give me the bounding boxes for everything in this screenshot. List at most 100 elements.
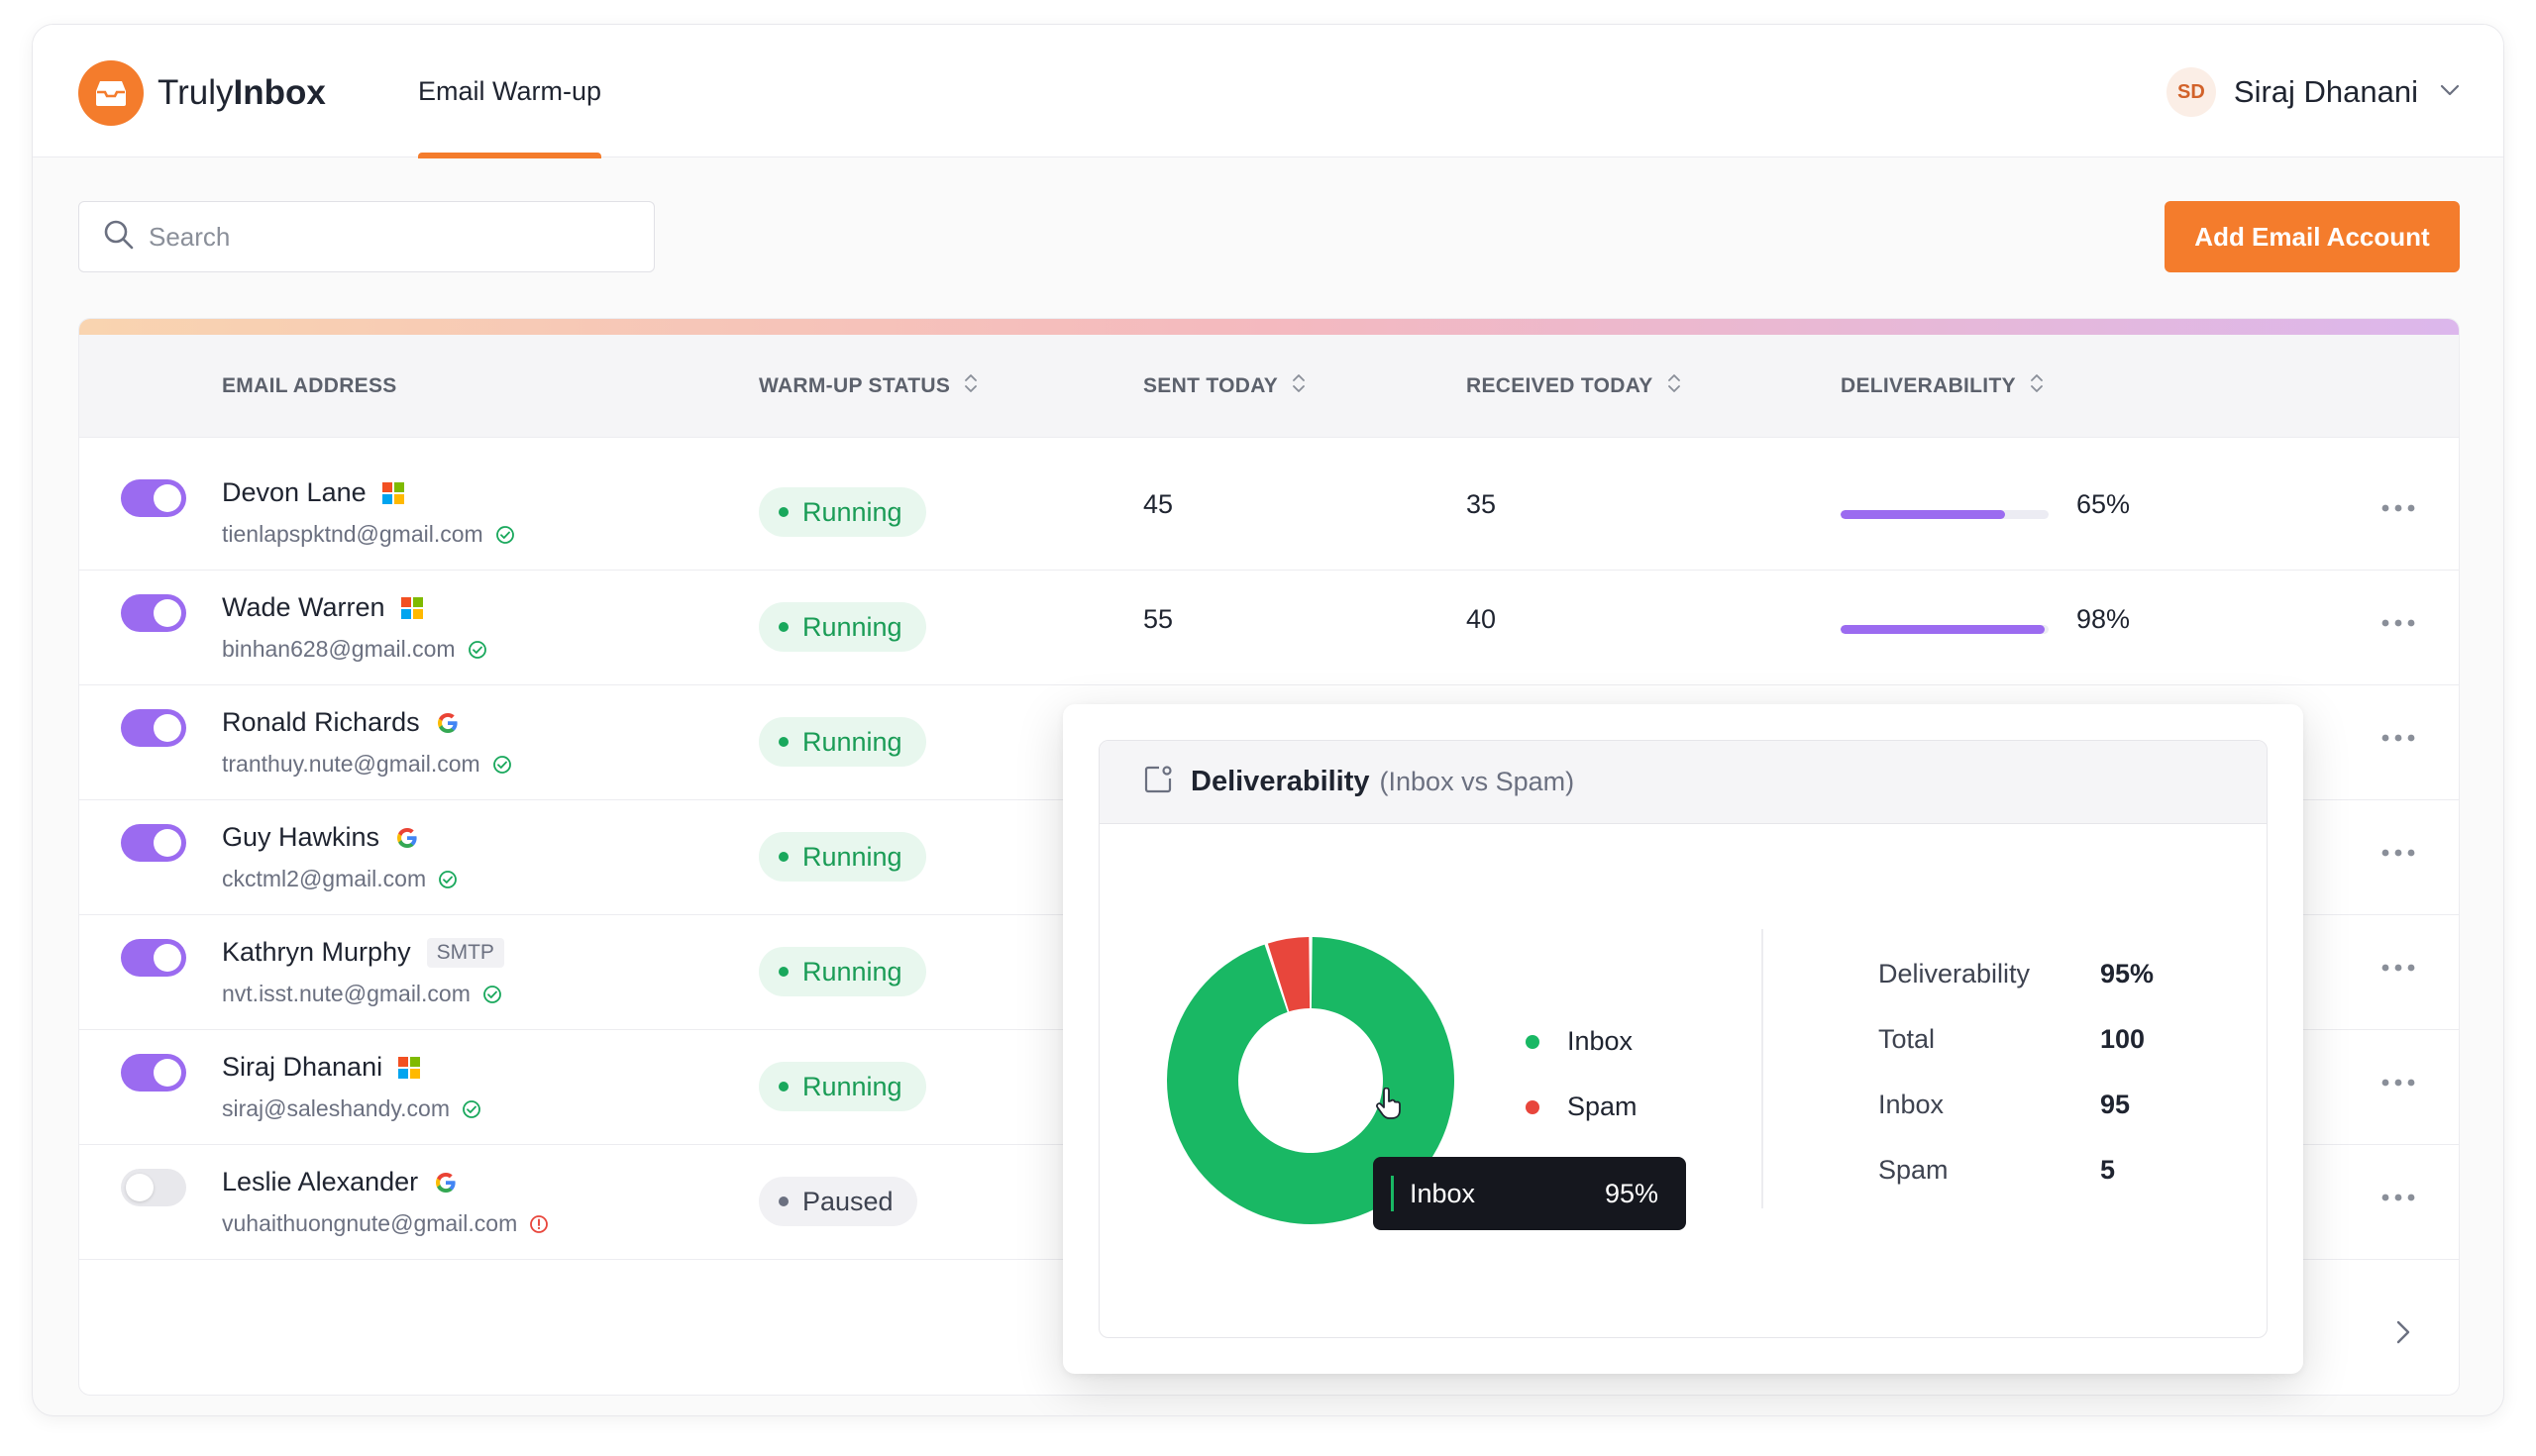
account-name: Devon Lane	[222, 477, 404, 508]
status-text: Running	[802, 956, 902, 987]
top-bar: TrulyInbox Email Warm-up SD Siraj Dhanan…	[33, 25, 2503, 158]
status-dot	[779, 1196, 789, 1206]
account-name-text: Guy Hawkins	[222, 822, 380, 852]
status-badge: Running	[759, 1062, 926, 1111]
verified-check-icon	[492, 755, 512, 775]
legend-item-inbox: Inbox	[1526, 1026, 1633, 1057]
legend-dot	[1526, 1099, 1539, 1114]
google-icon	[436, 711, 460, 735]
verified-check-icon	[468, 640, 487, 660]
account-email: tienlapspktnd@gmail.com	[222, 521, 515, 548]
status-badge: Running	[759, 602, 926, 652]
more-options-icon[interactable]	[2381, 614, 2415, 632]
status-text: Running	[802, 726, 902, 757]
status-badge: Running	[759, 947, 926, 996]
column-header-warmup-status[interactable]: WARM-UP STATUS	[759, 335, 978, 438]
status-badge: Running	[759, 832, 926, 882]
more-options-icon[interactable]	[2381, 844, 2415, 862]
account-name-text: Siraj Dhanani	[222, 1052, 383, 1082]
google-icon	[395, 826, 419, 850]
tooltip-color-bar	[1391, 1176, 1394, 1211]
sort-icon[interactable]	[2030, 372, 2044, 400]
account-name-text: Devon Lane	[222, 477, 367, 507]
chevron-down-icon[interactable]	[2440, 83, 2460, 101]
brand-logo[interactable]: TrulyInbox	[78, 60, 326, 126]
sort-icon[interactable]	[1667, 372, 1681, 400]
deliverability-card: Deliverability (Inbox vs Spam) Inbox Spa…	[1099, 740, 2268, 1338]
account-email-text: tranthuy.nute@gmail.com	[222, 751, 480, 777]
chart-icon	[1143, 765, 1173, 799]
account-email-text: siraj@saleshandy.com	[222, 1095, 451, 1121]
table-accent-strip	[79, 319, 2459, 335]
sent-today-value: 55	[1143, 604, 1174, 634]
search-icon	[103, 219, 135, 256]
add-email-account-button[interactable]: Add Email Account	[2165, 201, 2460, 272]
donut-slice-spam[interactable]	[1267, 937, 1311, 1012]
account-name-text: Ronald Richards	[222, 707, 420, 737]
account-name: Kathryn Murphy SMTP	[222, 937, 504, 968]
donut-slice-inbox[interactable]	[1167, 937, 1454, 1224]
warmup-toggle[interactable]	[121, 1169, 186, 1206]
status-dot	[779, 967, 789, 977]
user-name: Siraj Dhanani	[2233, 74, 2418, 109]
account-email-text: binhan628@gmail.com	[222, 636, 456, 662]
verified-check-icon	[438, 870, 458, 889]
account-email: vuhaithuongnute@gmail.com	[222, 1210, 549, 1237]
brand-name: TrulyInbox	[158, 73, 326, 112]
status-text: Running	[802, 611, 902, 642]
search-box[interactable]	[78, 201, 655, 272]
table-row: Devon Lane tienlapspktnd@gmail.com Running…	[79, 456, 2459, 571]
sent-today-value: 45	[1143, 489, 1174, 519]
microsoft-icon	[398, 1056, 421, 1079]
account-email-text: ckctml2@gmail.com	[222, 866, 427, 891]
more-options-icon[interactable]	[2381, 1074, 2415, 1092]
hand-cursor-icon	[1375, 1087, 1403, 1126]
account-email-text: nvt.isst.nute@gmail.com	[222, 981, 471, 1006]
received-today-value: 40	[1466, 604, 1497, 634]
legend-item-spam: Spam	[1526, 1092, 1638, 1122]
table-header: EMAIL ADDRESS WARM-UP STATUS SENT TODAY …	[79, 335, 2459, 438]
deliverability-bar	[1841, 510, 2049, 519]
more-options-icon[interactable]	[2381, 729, 2415, 747]
status-badge: Paused	[759, 1177, 917, 1226]
account-email-text: vuhaithuongnute@gmail.com	[222, 1210, 518, 1236]
column-header-deliverability[interactable]: DELIVERABILITY	[1841, 335, 2044, 438]
sort-icon[interactable]	[964, 372, 978, 400]
tab-email-warmup[interactable]: Email Warm-up	[418, 25, 602, 158]
divider	[1761, 929, 1763, 1208]
warmup-toggle[interactable]	[121, 479, 186, 517]
google-icon	[434, 1171, 458, 1195]
received-today-value: 35	[1466, 489, 1497, 519]
deliverability-donut-chart[interactable]	[1167, 937, 1454, 1224]
more-options-icon[interactable]	[2381, 499, 2415, 517]
account-name: Wade Warren	[222, 592, 423, 623]
search-input[interactable]	[149, 221, 604, 253]
user-menu[interactable]: SD Siraj Dhanani	[2166, 66, 2460, 118]
status-text: Paused	[802, 1186, 894, 1216]
next-page-icon[interactable]	[2395, 1319, 2411, 1350]
more-options-icon[interactable]	[2381, 959, 2415, 977]
avatar: SD	[2166, 67, 2216, 117]
account-name: Siraj Dhanani	[222, 1052, 421, 1083]
status-dot	[779, 737, 789, 747]
more-options-icon[interactable]	[2381, 1189, 2415, 1206]
warmup-toggle[interactable]	[121, 824, 186, 862]
verified-check-icon	[482, 985, 502, 1004]
deliverability-popup: Deliverability (Inbox vs Spam) Inbox Spa…	[1063, 704, 2303, 1374]
account-email: nvt.isst.nute@gmail.com	[222, 981, 502, 1007]
deliverability-bar-fill	[1841, 510, 2005, 519]
card-subtitle: (Inbox vs Spam)	[1379, 767, 1575, 796]
warmup-toggle[interactable]	[121, 709, 186, 747]
warmup-toggle[interactable]	[121, 594, 186, 632]
warning-icon[interactable]	[529, 1214, 549, 1234]
status-dot	[779, 1082, 789, 1092]
column-header-sent-today[interactable]: SENT TODAY	[1143, 335, 1306, 438]
tooltip-label: Inbox	[1410, 1178, 1476, 1208]
warmup-toggle[interactable]	[121, 1054, 186, 1092]
column-header-received-today[interactable]: RECEIVED TODAY	[1466, 335, 1681, 438]
account-email: tranthuy.nute@gmail.com	[222, 751, 512, 778]
sort-icon[interactable]	[1292, 372, 1306, 400]
inbox-logo-icon	[78, 60, 144, 126]
verified-check-icon	[462, 1099, 481, 1119]
warmup-toggle[interactable]	[121, 939, 186, 977]
